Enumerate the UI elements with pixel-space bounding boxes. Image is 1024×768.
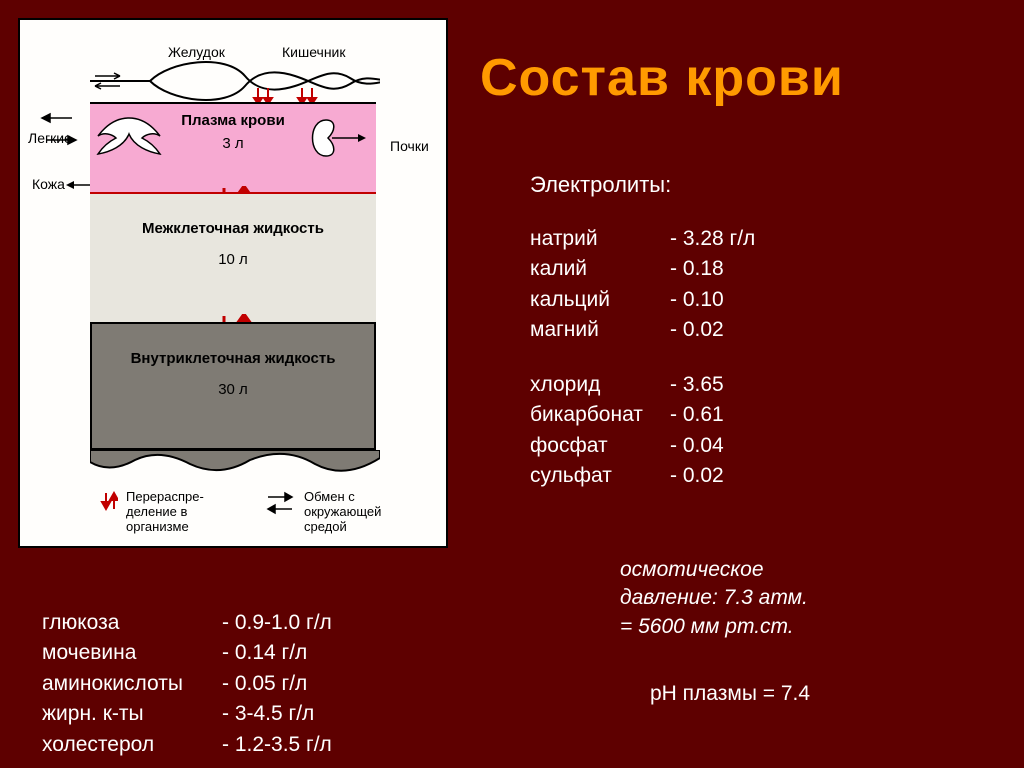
el-name: калий xyxy=(530,254,670,284)
osm-line1: осмотическое xyxy=(620,556,808,584)
organ-label-kidneys: Почки xyxy=(390,138,429,154)
lungs-exchange-arrows xyxy=(34,112,82,148)
kidney-shape xyxy=(306,114,366,162)
org-val: - 0.9-1.0 г/л xyxy=(222,608,332,638)
el-val: - 3.28 г/л xyxy=(670,224,755,254)
org-name: жирн. к-ты xyxy=(42,699,222,729)
legend-black-arrows-icon xyxy=(266,489,296,519)
el-name: кальций xyxy=(530,285,670,315)
el-name: хлорид xyxy=(530,370,670,400)
fluid-compartments-diagram: Желудок Кишечник Плазма крови 3 л xyxy=(18,18,448,548)
osm-line3: = 5600 мм рт.ст. xyxy=(620,613,808,641)
compartment-intracellular-volume: 30 л xyxy=(92,381,374,398)
org-name: аминокислоты xyxy=(42,669,222,699)
legend-redistribution-label: Перераспре-деление в организме xyxy=(126,489,236,534)
el-name: бикарбонат xyxy=(530,400,670,430)
el-name: сульфат xyxy=(530,461,670,491)
org-name: мочевина xyxy=(42,638,222,668)
legend-exchange-label: Обмен с окружающей средой xyxy=(304,489,414,534)
plasma-ph: pH плазмы = 7.4 xyxy=(650,682,810,706)
compartment-intercellular-volume: 10 л xyxy=(90,251,376,268)
el-val: - 0.04 xyxy=(670,431,724,461)
electrolytes-cations: натрий- 3.28 г/л калий- 0.18 кальций- 0.… xyxy=(530,224,755,346)
compartment-intracellular-label: Внутриклеточная жидкость xyxy=(92,350,374,367)
skin-arrow xyxy=(66,178,92,192)
electrolytes-heading: Электролиты: xyxy=(530,172,671,198)
electrolytes-anions: хлорид- 3.65 бикарбонат- 0.61 фосфат- 0.… xyxy=(530,370,724,492)
org-val: - 1.2-3.5 г/л xyxy=(222,730,332,760)
el-name: натрий xyxy=(530,224,670,254)
diagram-legend: Перераспре-деление в организме Обмен с о… xyxy=(100,489,416,534)
el-val: - 3.65 xyxy=(670,370,724,400)
osm-line2: давление: 7.3 атм. xyxy=(620,584,808,612)
organics-list: глюкоза- 0.9-1.0 г/л мочевина- 0.14 г/л … xyxy=(42,608,332,760)
torn-edge xyxy=(90,450,380,476)
el-val: - 0.18 xyxy=(670,254,724,284)
compartment-intercellular-label: Межклеточная жидкость xyxy=(90,220,376,237)
el-val: - 0.61 xyxy=(670,400,724,430)
el-val: - 0.10 xyxy=(670,285,724,315)
legend-red-arrows-icon xyxy=(100,489,118,519)
organ-label-skin: Кожа xyxy=(32,176,65,192)
org-name: холестерол xyxy=(42,730,222,760)
compartment-intracellular: Внутриклеточная жидкость 30 л xyxy=(90,322,376,450)
lungs-shape xyxy=(94,114,164,156)
org-val: - 3-4.5 г/л xyxy=(222,699,314,729)
org-val: - 0.05 г/л xyxy=(222,669,307,699)
org-val: - 0.14 г/л xyxy=(222,638,307,668)
org-name: глюкоза xyxy=(42,608,222,638)
el-val: - 0.02 xyxy=(670,315,724,345)
el-name: магний xyxy=(530,315,670,345)
compartment-intercellular: Межклеточная жидкость 10 л xyxy=(90,194,376,322)
page-title: Состав крови xyxy=(480,48,844,108)
el-name: фосфат xyxy=(530,431,670,461)
osmotic-pressure: осмотическое давление: 7.3 атм. = 5600 м… xyxy=(620,556,808,641)
el-val: - 0.02 xyxy=(670,461,724,491)
